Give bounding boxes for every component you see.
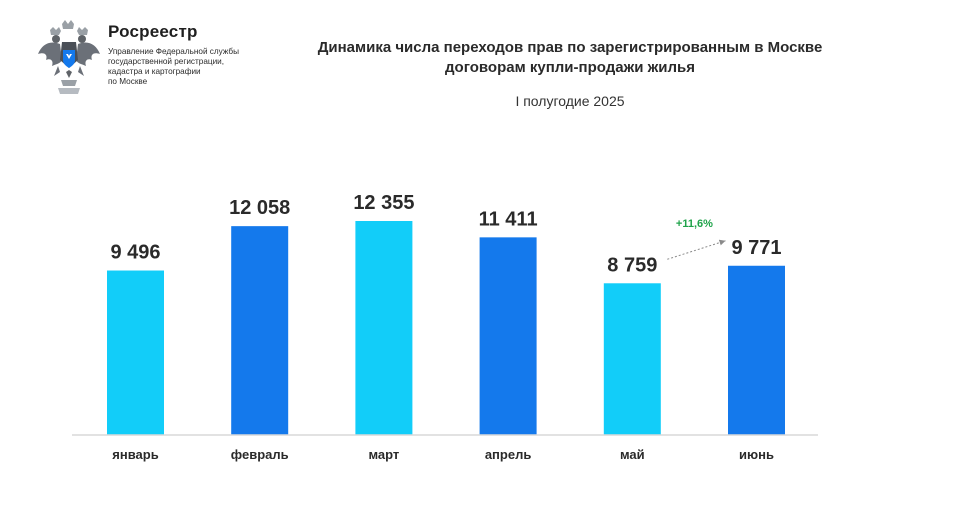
- data-label: 12 058: [229, 197, 290, 219]
- data-label: 11 411: [479, 208, 538, 230]
- x-tick-label: май: [620, 447, 645, 462]
- chart-title: Динамика числа переходов прав по зарегис…: [275, 38, 865, 78]
- brand-header: Росреестр Управление Федеральной службы …: [36, 20, 266, 100]
- data-label: 9 496: [110, 242, 160, 264]
- chart-subtitle: I полугодие 2025: [515, 93, 625, 109]
- chart-title-line: договорам купли-продажи жилья: [445, 59, 695, 76]
- bar-январь: [107, 270, 164, 435]
- data-label: 8 759: [607, 254, 657, 276]
- x-tick-label: июнь: [739, 447, 774, 462]
- x-tick-label: апрель: [485, 447, 532, 462]
- org-subtitle-line: Управление Федеральной службы: [108, 47, 239, 56]
- chart-title-line: Динамика числа переходов прав по зарегис…: [317, 39, 823, 56]
- org-subtitle-line: кадастра и картографии: [108, 67, 201, 76]
- org-name: Росреестр: [108, 22, 198, 41]
- bar-февраль: [231, 226, 289, 435]
- data-label: 12 355: [353, 192, 414, 214]
- org-subtitle-line: государственной регистрации,: [108, 57, 224, 66]
- bar-май: [603, 283, 661, 435]
- x-tick-label: январь: [112, 447, 158, 462]
- bar-июнь: [728, 265, 785, 435]
- bar-март: [355, 221, 413, 435]
- double-headed-eagle-emblem-icon: [38, 20, 100, 94]
- data-label: 9 771: [731, 237, 781, 259]
- x-tick-label: февраль: [231, 447, 289, 462]
- org-subtitle: Управление Федеральной службы государств…: [108, 47, 283, 87]
- growth-arrow: [667, 239, 726, 260]
- x-tick-label: март: [368, 447, 399, 462]
- org-subtitle-line: по Москве: [108, 77, 148, 86]
- growth-annotation: +11,6%: [676, 218, 713, 230]
- bar-апрель: [479, 237, 537, 435]
